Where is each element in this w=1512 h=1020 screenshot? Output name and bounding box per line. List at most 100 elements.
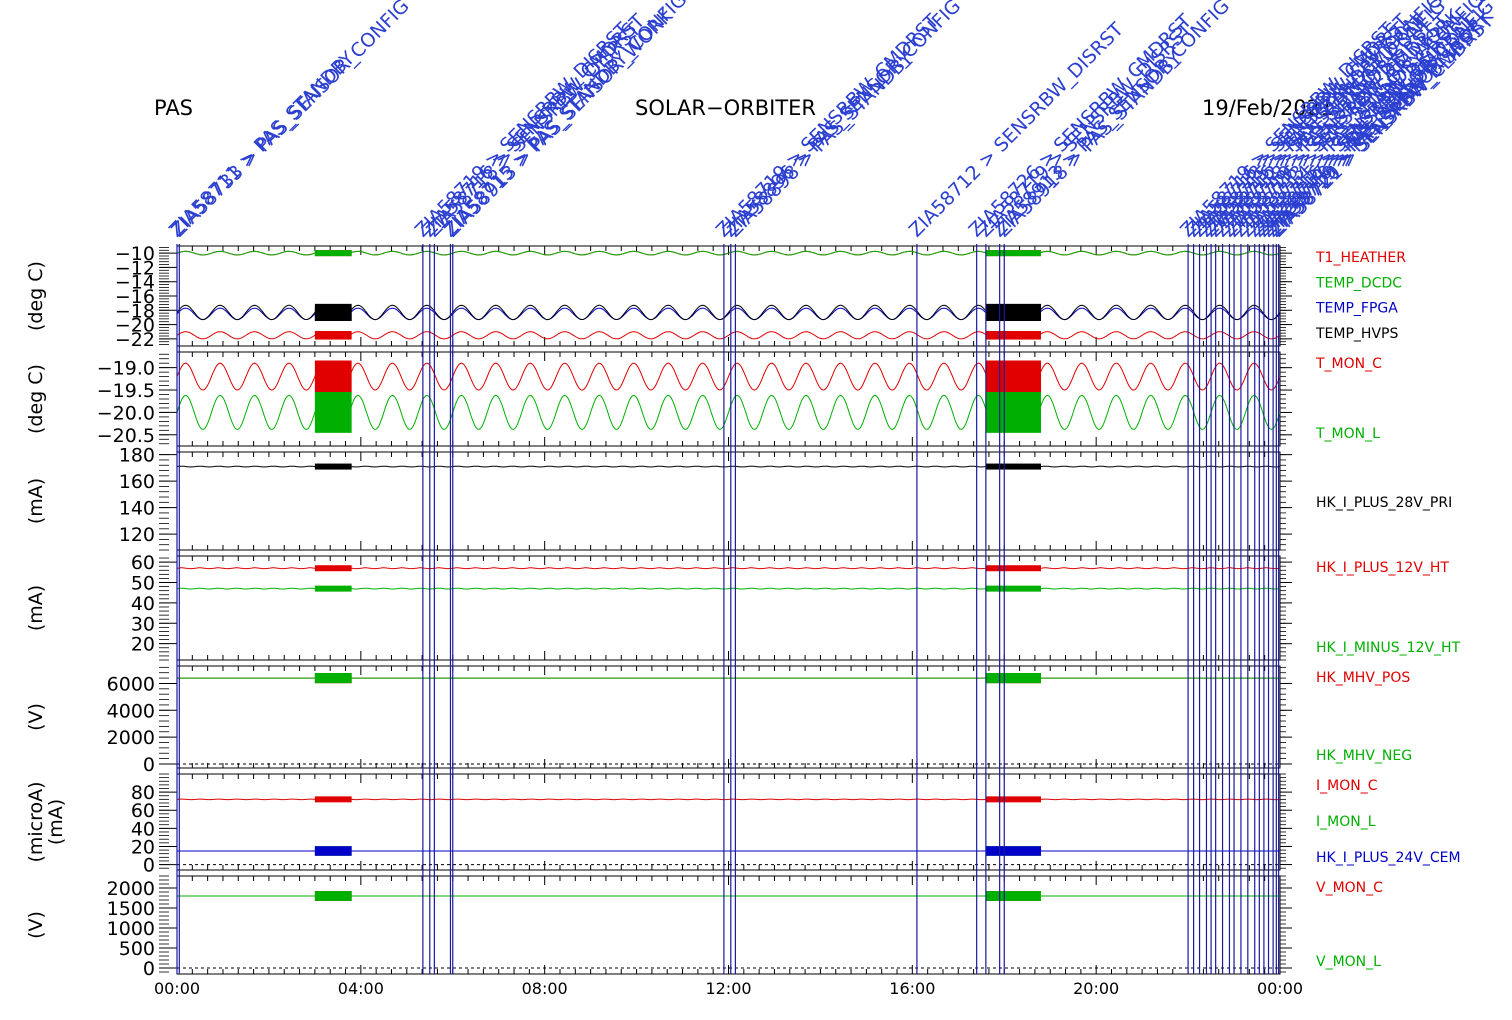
legend-hk_i_plus_24v_cem: HK_I_PLUS_24V_CEM xyxy=(1316,850,1461,866)
series-line xyxy=(176,304,1281,321)
series-line xyxy=(176,587,1281,590)
y-tick-label: −14 xyxy=(115,272,155,294)
y-tick-label: 1000 xyxy=(107,918,155,940)
series-line xyxy=(176,798,1281,801)
panel-1: −10−12−14−16−18−20−22 (deg C) T1_HEATHER TE… xyxy=(25,243,1406,351)
x-tick-label: 00:00 xyxy=(1257,979,1303,998)
y-axis-label: (mA) xyxy=(45,799,67,845)
data-block xyxy=(985,565,1042,572)
data-block xyxy=(314,891,352,901)
data-block xyxy=(314,463,352,470)
event-label: ZIA58913 > PAS_SENSOR_WORK xyxy=(441,5,678,242)
y-tick-label: 500 xyxy=(119,938,155,960)
legend-hk_mhv_pos: HK_MHV_POS xyxy=(1316,670,1410,686)
legend-v_mon_l: V_MON_L xyxy=(1316,954,1381,970)
data-block xyxy=(985,585,1042,592)
y-tick-label: −18 xyxy=(115,300,155,322)
y-tick-label: 0 xyxy=(143,754,155,776)
data-block xyxy=(985,672,1042,684)
y-tick-label: −20.5 xyxy=(97,425,155,447)
panel-3: 120 140 160 180 (mA) HK_I_PLUS_28V_PRI xyxy=(25,445,1452,551)
data-block xyxy=(985,303,1042,321)
y-tick-label: 0 xyxy=(143,855,155,877)
y-tick-label: −20 xyxy=(115,315,155,337)
data-block xyxy=(985,250,1042,257)
y-tick-label: −19.5 xyxy=(97,380,155,402)
x-tick-label: 04:00 xyxy=(338,979,384,998)
series-line xyxy=(176,567,1281,570)
series-line xyxy=(176,465,1281,468)
panel-frame xyxy=(176,875,1281,975)
data-block xyxy=(314,360,352,393)
data-block xyxy=(985,360,1042,393)
x-tick-label: 12:00 xyxy=(705,979,751,998)
y-axis-label: (V) xyxy=(25,703,47,731)
y-tick-label: 1500 xyxy=(107,898,155,920)
y-tick-label: −16 xyxy=(115,286,155,308)
data-block xyxy=(314,303,352,321)
event-label: ZIA58898 > PAS_STANDBY xyxy=(723,47,917,241)
data-block xyxy=(314,392,352,433)
legend-t1_heather: T1_HEATHER xyxy=(1315,250,1406,266)
y-tick-label: 20 xyxy=(131,634,155,656)
y-axis-label: (V) xyxy=(25,911,47,939)
panel-2: −19.0−19.5−20.0−20.5 (deg C) T_MON_C T_MON_… xyxy=(25,351,1382,447)
y-tick-label: 20 xyxy=(131,836,155,858)
legend-i_mon_c: I_MON_C xyxy=(1316,778,1378,794)
y-tick-label: −19.0 xyxy=(97,358,155,380)
data-block xyxy=(314,331,352,340)
y-tick-label: 30 xyxy=(131,613,155,635)
legend-hk_i_minus_12v_ht: HK_I_MINUS_12V_HT xyxy=(1316,640,1461,656)
series-line xyxy=(176,250,1281,256)
data-block xyxy=(985,331,1042,340)
y-tick-label: 40 xyxy=(131,818,155,840)
y-tick-label: −10 xyxy=(115,243,155,265)
event-label: ZIA58733 > PAS_SENSOR_CONFIG xyxy=(167,0,413,242)
panel-5: 0 2000 4000 6000 (V) HK_MHV_POS HK_MHV_NEG xyxy=(25,665,1412,776)
y-tick-label: 50 xyxy=(131,573,155,595)
x-tick-label: 00:00 xyxy=(154,979,200,998)
y-axis-label: (mA) xyxy=(25,585,47,631)
y-tick-label: 2000 xyxy=(107,878,155,900)
legend-temp_hvps: TEMP_HVPS xyxy=(1315,326,1398,342)
y-tick-label: 4000 xyxy=(107,700,155,722)
y-axis-label: (microA) xyxy=(25,781,47,862)
legend-hk_i_plus_12v_ht: HK_I_PLUS_12V_HT xyxy=(1316,560,1449,576)
date-label: 19/Feb/2021 xyxy=(1202,96,1334,120)
legend-temp_fpga: TEMP_FPGA xyxy=(1315,301,1398,317)
y-tick-label: 60 xyxy=(131,800,155,822)
data-block xyxy=(314,672,352,684)
y-tick-label: 80 xyxy=(131,782,155,804)
data-block xyxy=(985,891,1042,901)
data-block xyxy=(985,392,1042,433)
y-tick-label: 160 xyxy=(119,471,155,493)
data-block xyxy=(314,796,352,803)
y-tick-label: 40 xyxy=(131,593,155,615)
data-block xyxy=(985,846,1042,856)
y-tick-label: 180 xyxy=(119,445,155,467)
y-tick-label: 60 xyxy=(131,552,155,574)
legend-i_mon_l: I_MON_L xyxy=(1316,814,1376,830)
series-line xyxy=(176,394,1281,430)
legend-hk_i_plus_28v_pri: HK_I_PLUS_28V_PRI xyxy=(1316,495,1452,511)
data-block xyxy=(314,585,352,592)
y-tick-label: 2000 xyxy=(107,727,155,749)
x-tick-label: 16:00 xyxy=(889,979,935,998)
event-label: ZIA58918 > PAS_STANDBY xyxy=(992,47,1186,241)
y-tick-label: 140 xyxy=(119,498,155,520)
y-tick-label: −12 xyxy=(115,257,155,279)
data-block xyxy=(985,796,1042,803)
data-block xyxy=(985,463,1042,470)
series-line xyxy=(176,331,1281,340)
y-axis-label: (deg C) xyxy=(25,364,47,434)
x-tick-label: 20:00 xyxy=(1073,979,1119,998)
y-tick-label: 120 xyxy=(119,524,155,546)
legend-t_mon_l: T_MON_L xyxy=(1315,426,1380,442)
y-tick-label: −20.0 xyxy=(97,402,155,424)
data-block xyxy=(314,250,352,257)
x-tick-label: 08:00 xyxy=(522,979,568,998)
data-block xyxy=(314,565,352,572)
